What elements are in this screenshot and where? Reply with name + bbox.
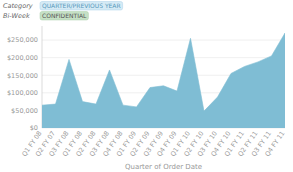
y-tick-label: $150,000 (7, 72, 38, 80)
area (42, 33, 285, 128)
header-label: Bi-Week (3, 12, 30, 20)
y-tick-label: $200,000 (7, 54, 38, 62)
header-value: CONFIDENTIAL (42, 12, 87, 19)
area-group (42, 33, 285, 128)
header-label: Category (3, 2, 33, 10)
header: Category QUARTER/PREVIOUS YEAR Bi-Week CONF… (3, 2, 123, 21)
x-axis: Q1 FY 08Q2 FY 07Q3 FY 08Q1 FY 08Q2 FY 08… (20, 130, 286, 159)
y-tick-label: $50,000 (11, 107, 38, 115)
header-box (40, 12, 88, 21)
header-box (40, 2, 123, 11)
grid-line (42, 57, 285, 58)
header-value: QUARTER/PREVIOUS YEAR (42, 2, 121, 9)
y-tick-label: $250,000 (7, 36, 38, 44)
x-axis-label: Quarter of Order Date (125, 163, 202, 171)
y-axis: $0$50,000$100,000$150,000$200,000$250,00… (7, 26, 42, 132)
grid-line (42, 40, 285, 41)
chart-svg: Category QUARTER/PREVIOUS YEAR Bi-Week CONF… (0, 0, 293, 172)
chart-container: Category QUARTER/PREVIOUS YEAR Bi-Week CONF… (0, 0, 293, 172)
x-tick-label: Q4 FY 11 (263, 130, 286, 159)
y-tick-label: $100,000 (7, 89, 38, 97)
